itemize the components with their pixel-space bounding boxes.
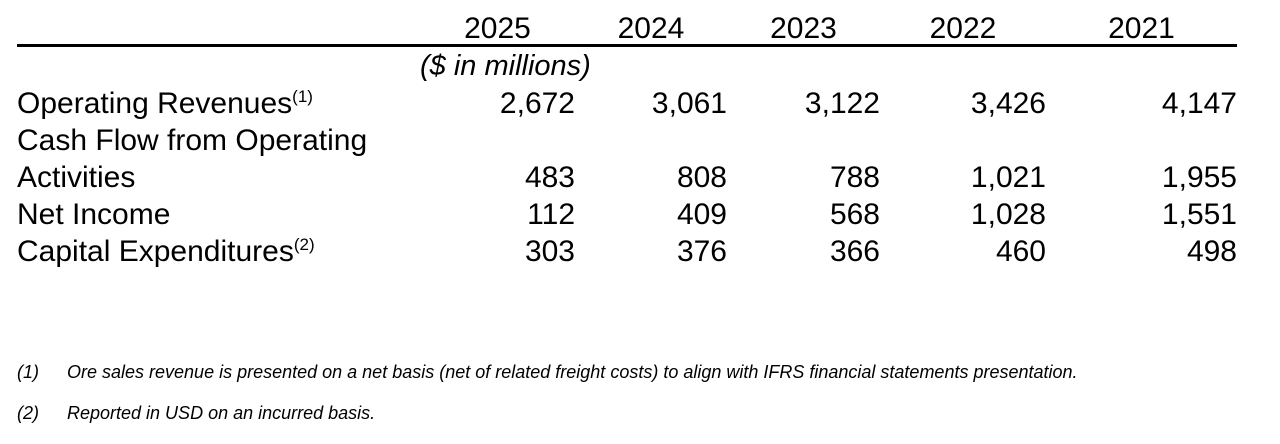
unit-note-row: ($ in millions)	[17, 46, 1237, 86]
cell-value: 483	[524, 161, 575, 194]
row-label-text: Capital Expenditures	[17, 235, 294, 268]
footnote-2: (2) Reported in USD on an incurred basis…	[17, 401, 1260, 426]
footnote-2-text: Reported in USD on an incurred basis.	[67, 403, 376, 423]
cell-value: 1,955	[1161, 161, 1237, 194]
cell-value: 3,122	[804, 87, 880, 120]
unit-note: ($ in millions)	[420, 50, 591, 82]
table-row-capital-expenditures: Capital Expenditures(2) 303 376 366 460 …	[17, 233, 1237, 270]
table-row-net-income: Net Income 112 409 568 1,028 1,551	[17, 196, 1237, 233]
cell-value: 409	[676, 198, 727, 231]
row-label-text: Cash Flow from Operating	[17, 124, 368, 157]
footnote-2-marker: (2)	[17, 403, 39, 423]
cell-value: 303	[524, 235, 575, 268]
row-label: Capital Expenditures(2)	[17, 233, 420, 270]
footnote-ref-1: (1)	[292, 87, 313, 106]
cell-value: 1,028	[970, 198, 1046, 231]
footnote-1-marker: (1)	[17, 362, 39, 382]
footnote-1-text: Ore sales revenue is presented on a net …	[67, 362, 1078, 382]
cell-value: 498	[1186, 235, 1237, 268]
table-row-cash-flow-line2: Activities 483 808 788 1,021 1,955	[17, 159, 1237, 196]
row-label-text: Operating Revenues	[17, 87, 293, 120]
row-label: Operating Revenues(1)	[17, 85, 420, 122]
row-label-text: Net Income	[17, 198, 171, 231]
year-header-2024: 2024	[575, 14, 727, 47]
row-label: Cash Flow from Operating	[17, 122, 420, 159]
cell-value: 1,551	[1161, 198, 1237, 231]
footnotes-section: (1) Ore sales revenue is presented on a …	[17, 360, 1260, 426]
cell-value	[880, 122, 1046, 159]
cell-value	[727, 122, 880, 159]
cell-value	[575, 122, 727, 159]
cell-value: 3,426	[970, 87, 1046, 120]
cell-value: 112	[527, 198, 575, 231]
cell-value: 2,672	[499, 87, 575, 120]
cell-value: 788	[829, 161, 880, 194]
year-header-row: 2025 2024 2023 2022 2021	[17, 14, 1237, 47]
cell-value: 808	[676, 161, 727, 194]
cell-value: 460	[995, 235, 1046, 268]
year-header-2021: 2021	[1046, 14, 1237, 47]
year-header-2025: 2025	[420, 14, 575, 47]
year-header-2022: 2022	[880, 14, 1046, 47]
row-label: Activities	[17, 159, 420, 196]
cell-value	[1046, 122, 1237, 159]
cell-value: 3,061	[651, 87, 727, 120]
cell-value	[420, 122, 575, 159]
cell-value: 1,021	[970, 161, 1046, 194]
row-label-text: Activities	[17, 161, 136, 194]
table-row-operating-revenues: Operating Revenues(1) 2,672 3,061 3,122 …	[17, 85, 1237, 122]
table-row-cash-flow-line1: Cash Flow from Operating	[17, 122, 1237, 159]
cell-value: 366	[829, 235, 880, 268]
row-label: Net Income	[17, 196, 420, 233]
cell-value: 568	[829, 198, 880, 231]
year-header-2023: 2023	[727, 14, 880, 47]
label-column-header	[17, 14, 420, 47]
cell-value: 4,147	[1161, 87, 1237, 120]
footnote-ref-2: (2)	[293, 235, 315, 254]
unit-note-spacer	[17, 46, 420, 86]
financial-summary-table: 2025 2024 2023 2022 2021 ($ in millions)…	[17, 14, 1237, 270]
footnote-1: (1) Ore sales revenue is presented on a …	[17, 360, 1260, 385]
cell-value: 376	[676, 235, 727, 268]
